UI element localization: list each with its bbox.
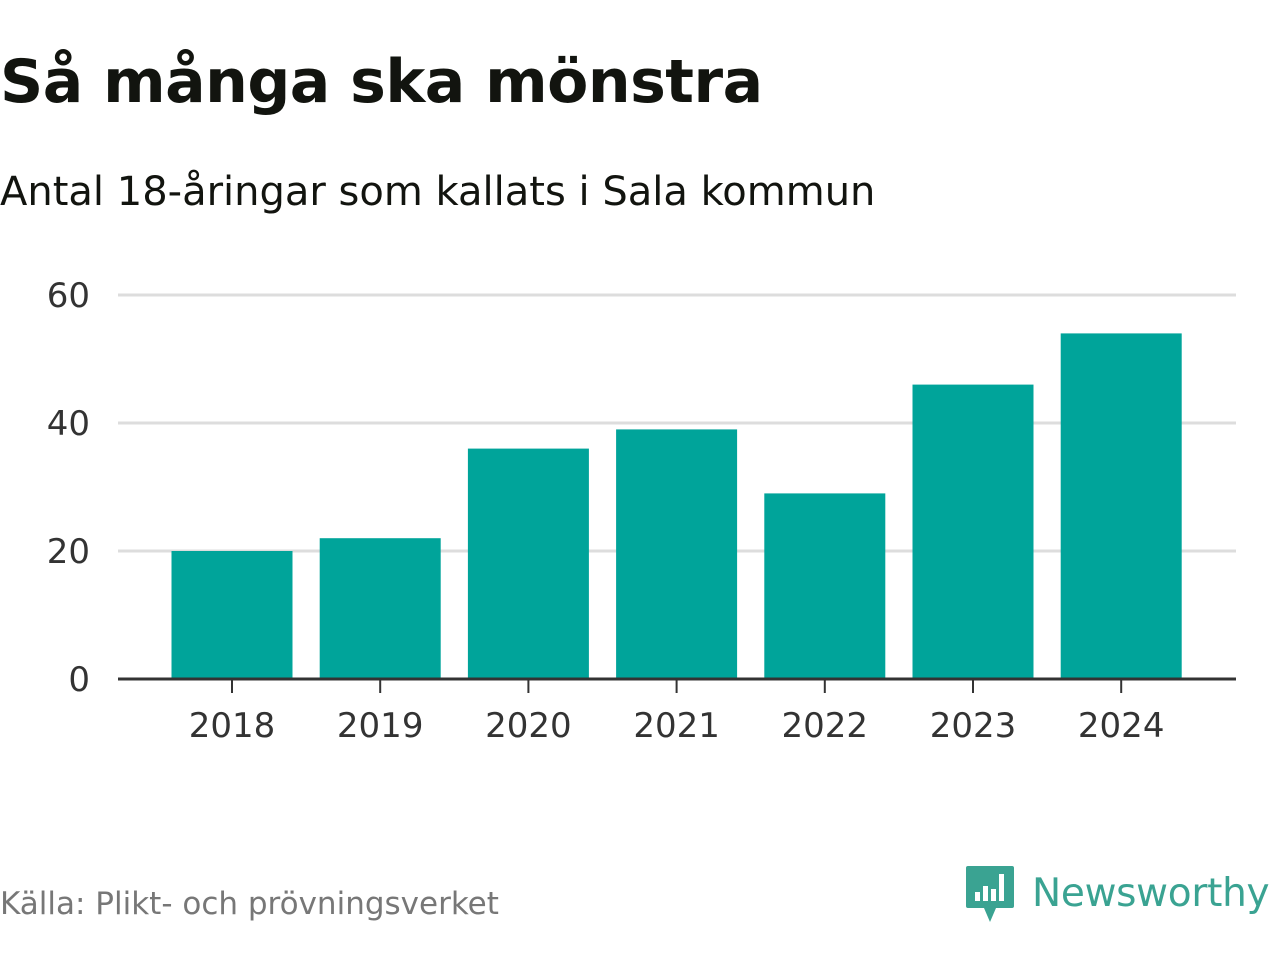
x-tick-label: 2019: [337, 706, 424, 746]
x-tick-label: 2018: [189, 706, 276, 746]
bar-2023: [912, 384, 1034, 679]
chart-subtitle: Antal 18-åringar som kallats i Sala komm…: [0, 169, 876, 215]
source-note: Källa: Plikt- och prövningsverket: [0, 886, 499, 922]
newsworthy-logo-icon: [966, 866, 1014, 922]
bar-chart: 0 20 40 60 2018 2019 2020 2021 2022 2023 2024: [47, 276, 1236, 746]
y-tick-label: 60: [47, 276, 90, 316]
bar-2024: [1060, 333, 1182, 679]
y-tick-label: 40: [47, 404, 90, 444]
bar-2021: [616, 429, 738, 679]
x-tick-label: 2020: [485, 706, 572, 746]
chart-title: Så många ska mönstra: [0, 47, 763, 117]
bars: [171, 333, 1182, 679]
y-tick-label: 20: [47, 532, 90, 572]
bar-2020: [467, 448, 589, 679]
x-tick-label: 2022: [782, 706, 869, 746]
x-tick-label: 2024: [1078, 706, 1165, 746]
x-tick-label: 2021: [633, 706, 720, 746]
brand-mark: Newsworthy: [964, 862, 1270, 926]
axes: 0 20 40 60 2018 2019 2020 2021 2022 2023 2024: [47, 276, 1236, 746]
x-tick-label: 2023: [930, 706, 1017, 746]
y-tick-label: 0: [68, 660, 90, 700]
brand-name: Newsworthy: [1032, 871, 1270, 916]
bar-2019: [319, 538, 441, 679]
bar-2018: [171, 551, 293, 679]
bar-2022: [764, 493, 886, 679]
